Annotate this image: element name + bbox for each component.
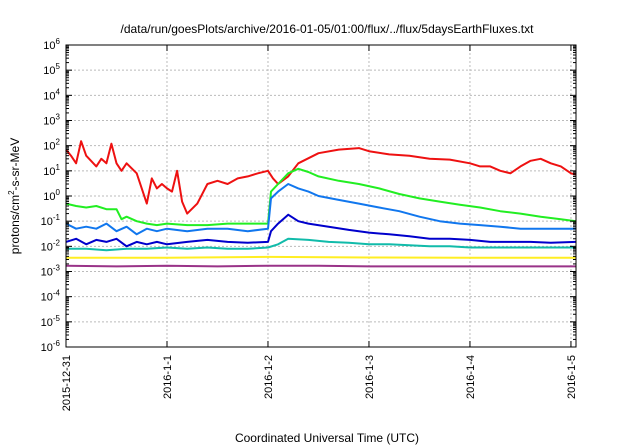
series-line-4 xyxy=(65,213,577,248)
series-lines xyxy=(65,140,577,268)
series-line-5 xyxy=(66,237,576,252)
y-tick-label: 101 xyxy=(43,163,60,178)
y-tick-label: 106 xyxy=(43,37,60,52)
x-tick-label: 2016-1-5 xyxy=(566,355,578,399)
series-line-6 xyxy=(66,255,576,259)
y-tick-label: 103 xyxy=(43,113,60,128)
x-tick-label: 2016-1-4 xyxy=(465,355,477,399)
series-line-2 xyxy=(65,167,577,227)
x-tick-label: 2016-1-3 xyxy=(364,355,376,399)
x-axis: 2015-12-31 2016-1-1 2016-1-2 2016-1-3 2016-1… xyxy=(61,45,578,411)
y-tick-label: 10-6 xyxy=(41,339,61,354)
x-tick-label: 2016-1-2 xyxy=(263,355,275,399)
chart-title: /data/run/goesPlots/archive/2016-01-05/0… xyxy=(121,22,535,36)
series-line-7 xyxy=(65,264,576,268)
x-tick-label: 2016-1-1 xyxy=(162,355,174,399)
y-tick-label: 100 xyxy=(43,188,60,203)
y-tick-label: 10-4 xyxy=(41,289,61,304)
y-tick-label: 105 xyxy=(43,62,60,77)
series-line-3 xyxy=(65,183,576,236)
y-tick-label: 104 xyxy=(43,87,60,102)
y-tick-label: 10-5 xyxy=(41,314,61,329)
y-tick-label: 10-3 xyxy=(41,264,61,279)
series-line-1 xyxy=(65,140,577,215)
y-axis: 10-6 10-5 10-4 10-3 10-2 10-1 100 101 102 103 104 1… xyxy=(41,37,576,354)
x-tick-label: 2015-12-31 xyxy=(61,355,73,411)
y-tick-label: 10-1 xyxy=(41,213,61,228)
y-axis-label: protons/cm2-s-sr-MeV xyxy=(7,138,22,254)
y-tick-label: 102 xyxy=(43,138,60,153)
grid-lines xyxy=(66,45,576,347)
x-axis-label: Coordinated Universal Time (UTC) xyxy=(235,431,419,445)
y-tick-label: 10-2 xyxy=(41,238,61,253)
